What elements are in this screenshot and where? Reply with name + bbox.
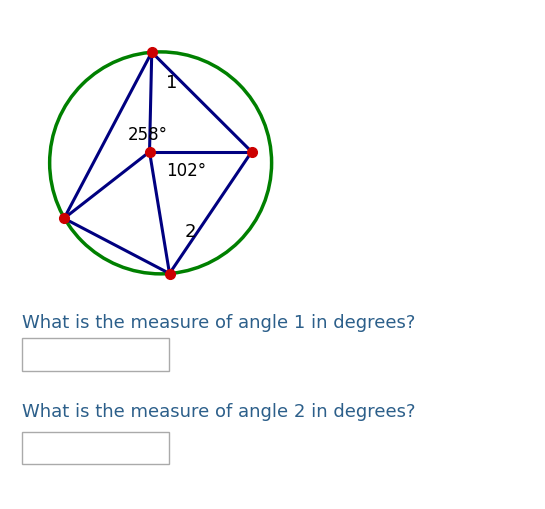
Text: What is the measure of angle 2 in degrees?: What is the measure of angle 2 in degree…	[22, 403, 415, 421]
Text: 1: 1	[166, 74, 178, 92]
FancyBboxPatch shape	[22, 432, 169, 464]
Text: 102°: 102°	[166, 162, 207, 180]
Text: 2: 2	[185, 223, 197, 241]
Text: What is the measure of angle 1 in degrees?: What is the measure of angle 1 in degree…	[22, 314, 415, 331]
FancyBboxPatch shape	[22, 338, 169, 371]
Text: 258°: 258°	[128, 126, 167, 144]
